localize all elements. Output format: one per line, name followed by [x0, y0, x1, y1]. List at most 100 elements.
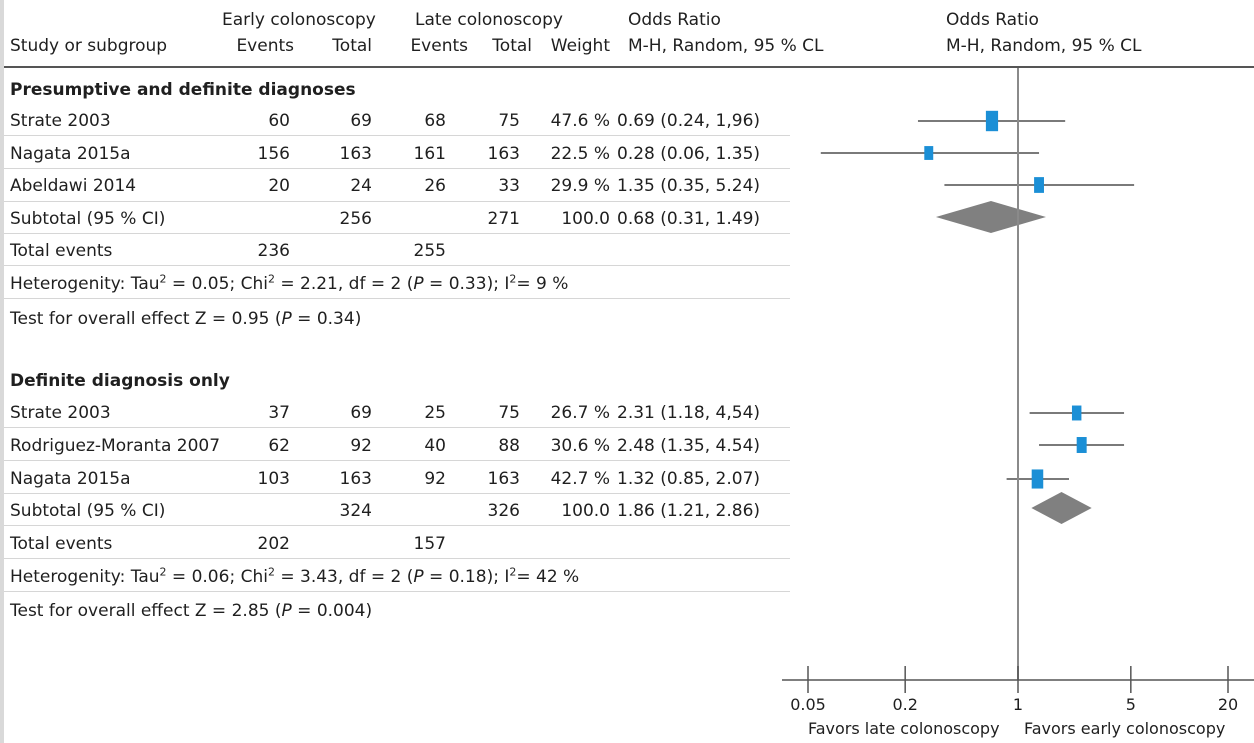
effect-square: [1034, 177, 1044, 193]
total-events-early: 236: [257, 241, 290, 261]
subtotal-or: 0.68 (0.31, 1.49): [617, 209, 761, 229]
header-rule: [4, 66, 1254, 68]
late-total: 75: [498, 111, 520, 131]
overall-effect-text: Test for overall effect Z = 2.85 (P = 0.…: [10, 601, 373, 621]
study-name: Rodriguez-Moranta 2007: [10, 436, 221, 456]
or-value: 2.31 (1.18, 4,54): [617, 403, 761, 423]
or-value: 2.48 (1.35, 4.54): [617, 436, 761, 456]
weight-value: 47.6 %: [550, 111, 610, 131]
early-events: 20: [268, 176, 290, 196]
early-events: 156: [257, 144, 290, 164]
row-separator: [4, 558, 790, 559]
late-total: 33: [498, 176, 520, 196]
left-border: [0, 0, 4, 743]
row-separator: [4, 591, 790, 592]
late-total-header: Total: [492, 36, 532, 56]
study-name: Nagata 2015a: [10, 144, 131, 164]
subtotal-weight: 100.0: [561, 209, 610, 229]
heterogeneity-text: Heterogenity: Tau2 = 0.05; Chi2 = 2.21, …: [10, 272, 569, 294]
row-separator: [4, 460, 790, 461]
x-tick-label: 0.2: [892, 695, 917, 714]
late-events-header: Events: [410, 36, 468, 56]
late-total: 75: [498, 403, 520, 423]
favors-left-label: Favors late colonoscopy: [808, 719, 1000, 738]
effect-square: [1071, 405, 1082, 421]
late-total: 163: [487, 144, 520, 164]
group-title: Definite diagnosis only: [10, 371, 230, 391]
early-total: 163: [339, 144, 372, 164]
or-column-title: Odds Ratio: [628, 10, 721, 30]
late-group-header: Late colonoscopy: [415, 10, 563, 30]
study-name: Strate 2003: [10, 403, 111, 423]
row-separator: [4, 265, 790, 266]
or-method-header: M-H, Random, 95 % CL: [628, 36, 824, 56]
subtotal-weight: 100.0: [561, 501, 610, 521]
weight-value: 29.9 %: [550, 176, 610, 196]
early-events: 62: [268, 436, 290, 456]
favors-right-label: Favors early colonoscopy: [1024, 719, 1226, 738]
row-separator: [4, 233, 790, 234]
early-total-header: Total: [332, 36, 372, 56]
x-tick-label: 5: [1126, 695, 1136, 714]
effect-square: [1076, 437, 1087, 453]
or-value: 0.69 (0.24, 1,96): [617, 111, 761, 131]
weight-value: 30.6 %: [550, 436, 610, 456]
group-title: Presumptive and definite diagnoses: [10, 80, 356, 100]
early-total: 69: [350, 111, 372, 131]
early-events: 103: [257, 469, 290, 489]
total-events-late: 157: [413, 534, 446, 554]
study-name: Abeldawi 2014: [10, 176, 137, 196]
row-separator: [4, 427, 790, 428]
late-events: 25: [424, 403, 446, 423]
x-tick-label: 20: [1218, 695, 1238, 714]
row-separator: [4, 168, 790, 169]
or-value: 0.28 (0.06, 1.35): [617, 144, 761, 164]
late-events: 161: [413, 144, 446, 164]
total-events-label: Total events: [10, 241, 113, 261]
early-total: 69: [350, 403, 372, 423]
total-events-early: 202: [257, 534, 290, 554]
subtotal-label: Subtotal (95 % CI): [10, 209, 166, 229]
heterogeneity-text: Heterogenity: Tau2 = 0.06; Chi2 = 3.43, …: [10, 565, 580, 587]
subtotal-label: Subtotal (95 % CI): [10, 501, 166, 521]
subtotal-early-total: 324: [339, 501, 372, 521]
or-value: 1.32 (0.85, 2.07): [617, 469, 761, 489]
total-events-late: 255: [413, 241, 446, 261]
early-total: 24: [350, 176, 372, 196]
overall-effect-text: Test for overall effect Z = 0.95 (P = 0.…: [10, 309, 362, 329]
study-name: Nagata 2015a: [10, 469, 131, 489]
row-separator: [4, 525, 790, 526]
row-separator: [4, 298, 790, 299]
subtotal-early-total: 256: [339, 209, 372, 229]
row-separator: [4, 135, 790, 136]
late-events: 68: [424, 111, 446, 131]
early-total: 163: [339, 469, 372, 489]
row-separator: [4, 201, 790, 202]
subtotal-diamond: [935, 201, 1046, 233]
subtotal-late-total: 326: [487, 501, 520, 521]
early-total: 92: [350, 436, 372, 456]
row-separator: [4, 493, 790, 494]
early-events: 37: [268, 403, 290, 423]
study-name: Strate 2003: [10, 111, 111, 131]
early-events-header: Events: [236, 36, 294, 56]
late-events: 92: [424, 469, 446, 489]
late-total: 88: [498, 436, 520, 456]
early-events: 60: [268, 111, 290, 131]
subtotal-or: 1.86 (1.21, 2.86): [617, 501, 761, 521]
plot-title: Odds Ratio: [946, 10, 1039, 30]
weight-value: 42.7 %: [550, 469, 610, 489]
x-tick-label: 0.05: [790, 695, 826, 714]
effect-square: [985, 110, 999, 132]
weight-value: 22.5 %: [550, 144, 610, 164]
late-total: 163: [487, 469, 520, 489]
x-tick-label: 1: [1013, 695, 1023, 714]
early-group-header: Early colonoscopy: [222, 10, 376, 30]
late-events: 40: [424, 436, 446, 456]
effect-square: [924, 146, 934, 160]
effect-square: [1031, 469, 1044, 489]
study-column-header: Study or subgroup: [10, 36, 168, 56]
or-value: 1.35 (0.35, 5.24): [617, 176, 761, 196]
total-events-label: Total events: [10, 534, 113, 554]
